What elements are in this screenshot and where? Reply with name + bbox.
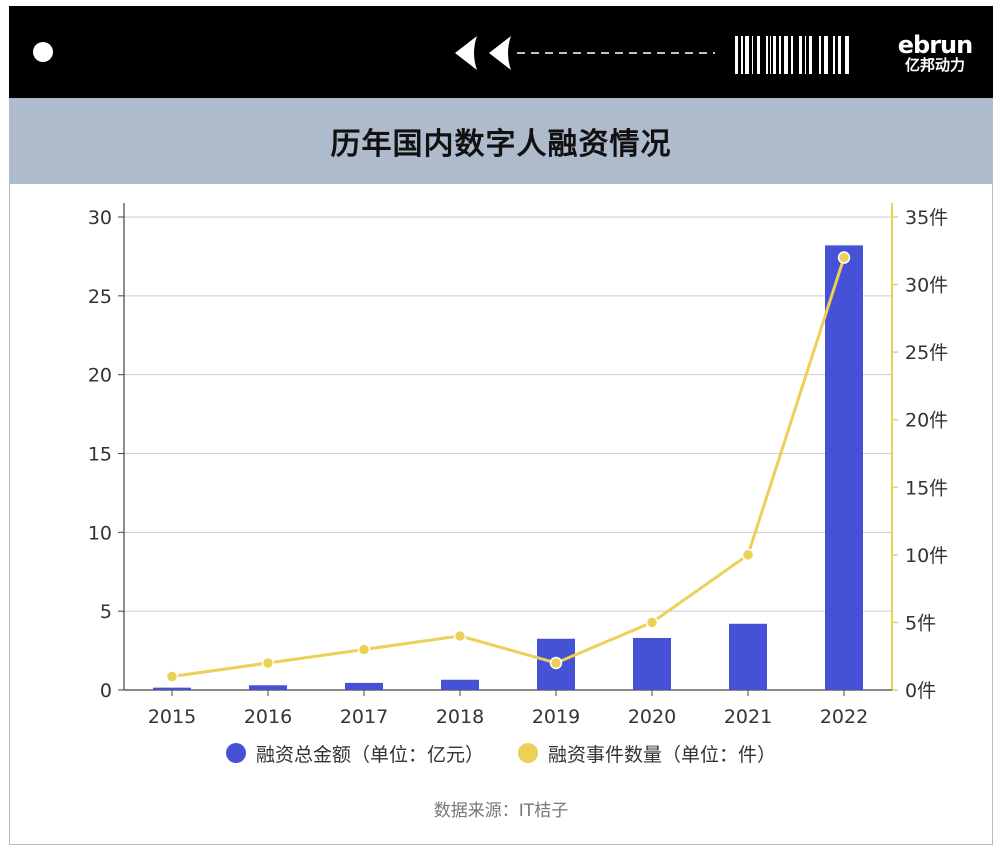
line-point-2021	[741, 548, 755, 562]
right-axis-tick-label: 20件	[905, 410, 948, 432]
chart-title: 历年国内数字人融资情况	[330, 127, 672, 162]
right-axis-tick-label: 10件	[905, 545, 948, 567]
line-point-2016	[261, 656, 275, 670]
x-axis-tick-label: 2021	[724, 706, 772, 728]
bar-2016	[249, 685, 287, 690]
line-point-2015	[165, 670, 179, 683]
bar-2018	[441, 679, 479, 690]
left-axis-tick-label: 0	[100, 680, 112, 702]
left-axis-tick-label: 10	[88, 522, 112, 544]
top-banner: ebrun 亿邦动力	[9, 6, 993, 98]
x-axis-tick-label: 2015	[148, 706, 196, 728]
double-arrow-left-icon	[455, 36, 715, 70]
logo-top-text: ebrun	[897, 31, 973, 59]
legend-item-amount: 融资总金额（单位：亿元）	[225, 740, 484, 767]
source-note: 数据来源：IT桔子	[433, 801, 569, 821]
legend-label-count: 融资事件数量（单位：件）	[548, 743, 777, 766]
barcode-icon	[735, 36, 849, 74]
legend-marker-bar	[225, 743, 246, 763]
left-axis-tick-label: 30	[88, 207, 112, 229]
legend: 融资总金额（单位：亿元） 融资事件数量（单位：件）	[10, 738, 992, 768]
right-axis-tick-label: 5件	[905, 612, 936, 634]
x-axis-tick-label: 2022	[820, 706, 868, 728]
left-axis-tick-label: 20	[88, 365, 112, 387]
line-point-2017	[357, 643, 371, 656]
bar-2022	[825, 245, 863, 690]
bar-2021	[729, 623, 767, 690]
combo-chart: 0 5 10 15 20 25 30 0件 5件 10件 15件 20件 25件 30件 35件 2015 20…	[88, 203, 948, 728]
left-axis-tick-label: 5	[100, 601, 112, 623]
bar-2015	[153, 687, 191, 690]
white-dot-icon	[33, 42, 53, 62]
x-axis-tick-label: 2019	[532, 706, 580, 728]
title-bar: 历年国内数字人融资情况	[9, 98, 993, 184]
right-axis-tick-label: 30件	[905, 275, 948, 297]
chart-container: 0 5 10 15 20 25 30 0件 5件 10件 15件 20件 25件 30件 35件 2015 20…	[9, 184, 993, 845]
legend-item-count: 融资事件数量（单位：件）	[518, 740, 776, 767]
left-axis-tick-label: 15	[88, 444, 112, 466]
x-axis-tick-label: 2020	[628, 706, 676, 728]
brand-logo: ebrun 亿邦动力	[895, 31, 975, 74]
legend-marker-line	[518, 743, 538, 763]
x-axis-tick-label: 2017	[340, 706, 388, 728]
right-axis-tick-label: 15件	[905, 477, 948, 499]
logo-bottom-text: 亿邦动力	[904, 56, 965, 74]
x-axis-tick-label: 2018	[436, 706, 484, 728]
legend-label-amount: 融资总金额（单位：亿元）	[255, 743, 484, 766]
line-point-2022	[837, 251, 851, 264]
right-axis-tick-label: 25件	[905, 342, 948, 364]
right-axis-tick-label: 35件	[905, 207, 948, 229]
left-axis-tick-label: 25	[88, 286, 112, 308]
line-point-2020	[645, 616, 659, 629]
line-count-series	[171, 257, 846, 678]
line-point-2019	[549, 656, 563, 670]
right-axis-tick-label: 0件	[905, 680, 936, 702]
line-point-2018	[453, 629, 467, 643]
x-axis-tick-label: 2016	[244, 706, 292, 728]
bar-2017	[345, 682, 383, 690]
bar-2020	[633, 637, 671, 690]
